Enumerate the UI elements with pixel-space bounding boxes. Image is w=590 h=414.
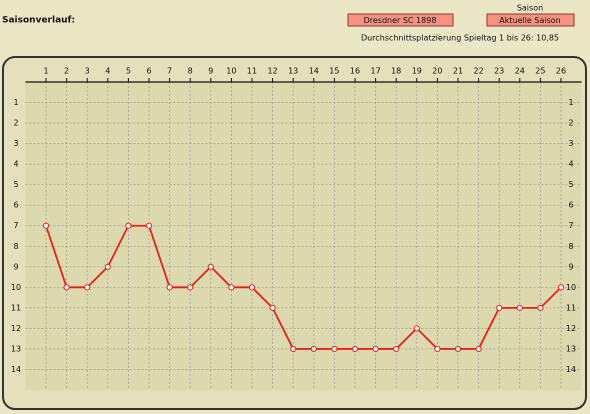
- y-tick-label: 13: [11, 344, 21, 353]
- x-tick-label: 20: [432, 67, 442, 76]
- x-tick-label: 2: [64, 67, 69, 76]
- point: [351, 345, 359, 353]
- point: [104, 263, 111, 270]
- point: [125, 222, 132, 229]
- button-label: Aktuelle Saison: [499, 16, 560, 25]
- x-tick-label: 12: [268, 67, 278, 76]
- x-tick-label: 11: [247, 67, 257, 76]
- y-tick-label: 1: [568, 98, 573, 107]
- y-tick-label: 12: [566, 324, 576, 333]
- y-tick-label: 5: [568, 180, 573, 189]
- point: [269, 304, 276, 311]
- button-bg: [347, 13, 454, 27]
- x-tick-label: 13: [288, 67, 298, 76]
- y-tick-label: 10: [566, 283, 576, 292]
- x-tick-label: 15: [329, 67, 339, 76]
- y-tick-label: 11: [566, 303, 576, 312]
- x-tick-label: 25: [535, 67, 545, 76]
- point: [63, 284, 70, 291]
- point: [557, 284, 565, 291]
- y-tick-label: 10: [11, 283, 21, 292]
- section-title: Saisonverlauf:: [2, 16, 75, 26]
- point: [496, 304, 503, 311]
- point: [187, 284, 194, 291]
- x-tick-label: 23: [494, 67, 504, 76]
- button-label: Dresdner SC 1898: [364, 16, 437, 25]
- x-tick-label: 10: [226, 67, 236, 76]
- y-tick-label: 12: [11, 324, 21, 333]
- x-tick-label: 18: [391, 67, 401, 76]
- x-tick-label: 4: [105, 67, 110, 76]
- y-tick-label: 9: [568, 262, 573, 271]
- y-tick-label: 14: [566, 365, 576, 374]
- point: [331, 345, 338, 353]
- point: [372, 345, 379, 353]
- y-tick-label: 13: [566, 344, 576, 353]
- x-tick-label: 16: [350, 67, 360, 76]
- point: [537, 304, 544, 311]
- x-tick-label: 19: [412, 67, 422, 76]
- point: [42, 222, 50, 229]
- point: [290, 345, 297, 353]
- point: [516, 304, 523, 311]
- x-tick-label: 21: [453, 67, 463, 76]
- y-tick-label: 7: [13, 221, 18, 230]
- point: [434, 345, 441, 353]
- season-button[interactable]: Aktuelle Saison: [486, 13, 575, 27]
- x-tick-label: 3: [85, 67, 90, 76]
- y-tick-label: 7: [568, 221, 573, 230]
- line-series: [45, 224, 562, 350]
- x-tick-label: 6: [146, 67, 151, 76]
- y-tick-label: 3: [13, 139, 18, 148]
- x-tick-label: 17: [371, 67, 381, 76]
- point: [413, 325, 420, 332]
- y-tick-label: 2: [13, 119, 18, 128]
- point: [166, 284, 173, 291]
- point: [475, 345, 482, 353]
- y-tick-label: 1: [13, 98, 18, 107]
- plot-area: [25, 82, 582, 390]
- x-tick-label: 1: [43, 67, 48, 76]
- point: [145, 222, 153, 229]
- y-tick-label: 6: [568, 201, 573, 210]
- button-bg: [486, 13, 575, 27]
- y-tick-label: 2: [568, 119, 573, 128]
- x-tick-label: 7: [167, 67, 172, 76]
- x-tick-label: 26: [556, 67, 566, 76]
- y-tick-label: 4: [13, 160, 18, 169]
- y-tick-label: 8: [13, 242, 18, 251]
- point: [454, 345, 462, 353]
- season-label: Saison: [517, 4, 543, 13]
- average-text: Durchschnittsplatzierung Spieltag 1 bis …: [361, 34, 559, 43]
- y-tick-label: 8: [568, 242, 573, 251]
- x-tick-label: 8: [188, 67, 193, 76]
- x-tick-label: 5: [126, 67, 131, 76]
- point: [207, 263, 214, 270]
- x-tick-label: 22: [474, 67, 484, 76]
- y-tick-label: 9: [13, 262, 18, 271]
- y-tick-label: 11: [11, 303, 21, 312]
- point: [248, 284, 256, 291]
- point: [228, 284, 235, 291]
- x-tick-label: 14: [309, 67, 319, 76]
- y-tick-label: 3: [568, 139, 573, 148]
- point: [84, 284, 91, 291]
- x-tick-label: 9: [208, 67, 213, 76]
- point: [310, 345, 317, 353]
- team-button[interactable]: Dresdner SC 1898: [347, 13, 454, 27]
- y-tick-label: 4: [568, 160, 573, 169]
- y-tick-label: 6: [13, 201, 18, 210]
- y-tick-label: 14: [11, 365, 21, 374]
- point: [393, 345, 400, 353]
- x-tick-label: 24: [515, 67, 525, 76]
- chart: 1 2 3 4 5 6 7 8 9 10 11 12 13 14 15 16 17 18 19 20 21 22 23 24 2…: [11, 67, 582, 390]
- y-tick-label: 5: [13, 180, 18, 189]
